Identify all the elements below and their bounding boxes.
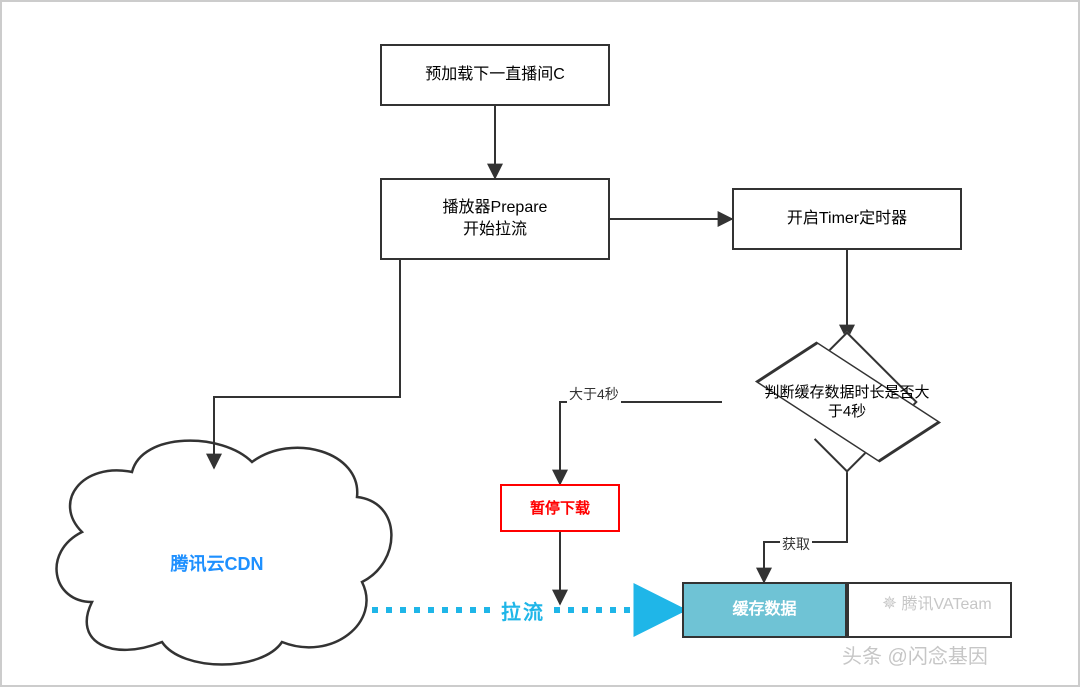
node-decision-label: 判断缓存数据时长是否大 于4秒 <box>764 383 929 422</box>
edge-n4-n6 <box>764 462 847 582</box>
node-timer-label: 开启Timer定时器 <box>787 208 907 230</box>
label-pull-stream: 拉流 <box>497 596 549 625</box>
label-fetch: 获取 <box>780 534 812 554</box>
node-pause-label: 暂停下载 <box>530 498 590 519</box>
node-timer: 开启Timer定时器 <box>732 188 962 250</box>
edge-n2-cloud <box>214 260 400 468</box>
node-prepare: 播放器Prepare 开始拉流 <box>380 178 610 260</box>
node-prepare-label: 播放器Prepare 开始拉流 <box>443 197 548 242</box>
flowchart-canvas: 预加载下一直播间C 播放器Prepare 开始拉流 开启Timer定时器 判断缓… <box>0 0 1080 687</box>
node-decision: 判断缓存数据时长是否大 于4秒 <box>722 342 972 462</box>
node-cloud-cdn-label: 腾讯云CDN <box>122 550 312 576</box>
node-preload: 预加载下一直播间C <box>380 44 610 106</box>
node-preload-label: 预加载下一直播间C <box>425 64 565 86</box>
node-cache-data: 缓存数据 <box>682 582 847 638</box>
node-pause-download: 暂停下载 <box>500 484 620 532</box>
node-cache-label: 缓存数据 <box>732 599 796 621</box>
watermark-vateam: ✵ 腾讯VATeam <box>882 590 992 614</box>
edge-n4-n5 <box>560 402 722 484</box>
label-gt4s: 大于4秒 <box>567 384 621 404</box>
watermark-toutiao: 头条 @闪念基因 <box>842 640 988 669</box>
